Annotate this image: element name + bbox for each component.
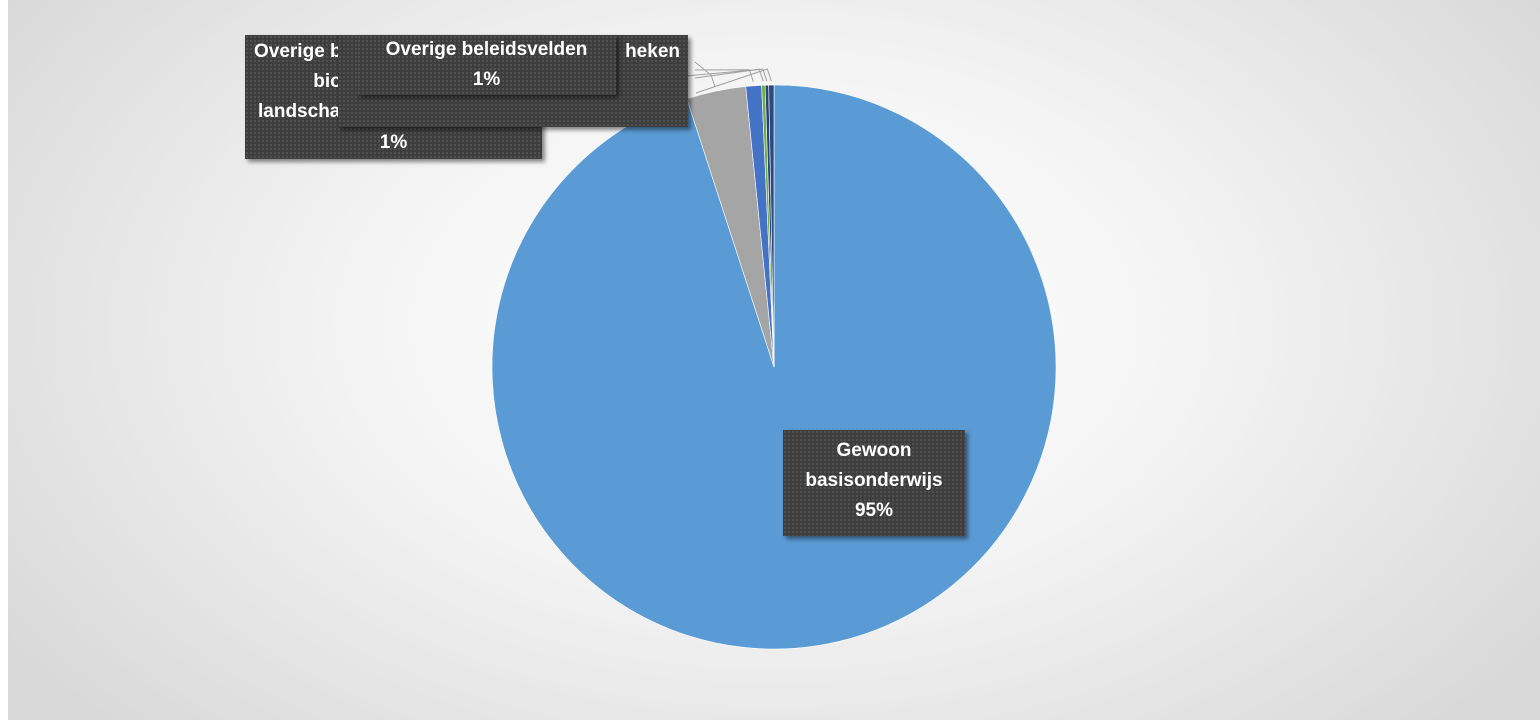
label-title-1: Gewoon [836,440,912,461]
label-fragment: heken [625,41,680,62]
data-label-overige-beleidsvelden: Overige beleidsvelden 1% [357,35,616,95]
label-percent: 1% [472,69,501,90]
label-percent: 95% [854,500,894,521]
chart-area: Overige b bio landschappen en bodem 1% h… [8,0,1540,720]
pie-slices [491,84,1057,650]
label-title-2: basisonderwijs [805,470,943,491]
label-line-1: Overige b [254,41,342,62]
leader-line-2 [694,69,754,82]
pie-slice-5 [768,84,775,368]
label-line-2: bio [313,71,342,92]
label-line-4: 1% [379,132,408,153]
leader-line-1 [694,61,716,88]
leader-lines [617,61,772,94]
data-label-gewoon-basisonderwijs: Gewoon basisonderwijs 95% [783,430,965,536]
leader-line-5 [695,68,772,94]
label-title: Overige beleidsvelden [385,39,588,60]
pie-chart [491,61,1057,650]
